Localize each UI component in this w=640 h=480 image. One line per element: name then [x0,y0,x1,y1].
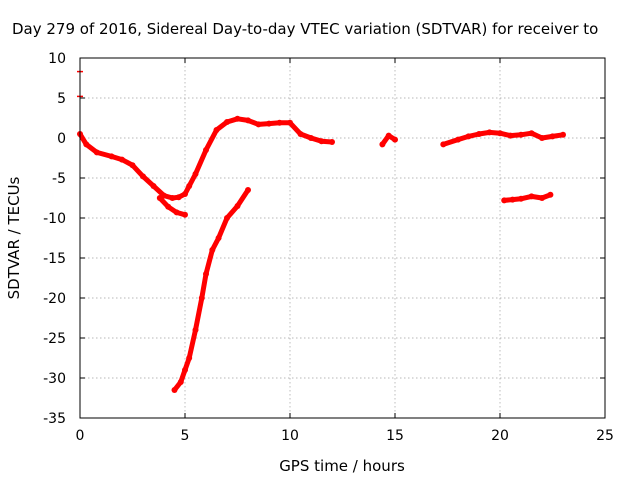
data-point [528,193,535,200]
data-point [507,132,514,139]
grid [80,58,605,418]
data-point [549,133,556,140]
x-tick-label: 25 [596,428,614,444]
series-track-4 [379,132,398,148]
data-point [518,131,524,138]
data-point [539,135,545,141]
y-tick-label: -35 [43,411,66,427]
data-point [329,139,335,145]
y-tick-label: -10 [43,211,66,227]
data-point [392,136,398,143]
y-tick-label: -25 [43,331,66,347]
data-point [266,120,272,127]
x-tick-label: 20 [491,428,509,444]
data-point [140,173,146,180]
data-point [156,195,163,201]
x-tick-label: 10 [281,428,299,444]
data-point [224,215,230,221]
data-point [287,119,293,126]
data-point [297,131,304,137]
data-point [318,138,325,145]
data-point [234,115,241,122]
chart-title: Day 279 of 2016, Sidereal Day-to-day VTE… [12,20,598,38]
series-track-6 [501,191,554,204]
data-point [509,196,516,203]
y-tick-label: 0 [57,131,66,147]
data-point [539,195,545,201]
data-point [175,194,182,201]
y-tick-label: -15 [43,251,66,267]
data-point [245,117,251,124]
data-point [308,135,314,141]
data-point [165,203,172,210]
y-tick-label: -20 [43,291,66,307]
data-point [560,131,566,138]
x-tick-label: 0 [76,428,85,444]
data-point [173,209,180,216]
data-point [497,130,503,137]
x-axis-label: GPS time / hours [279,457,405,475]
series-line [157,195,188,218]
data-point [129,162,136,169]
y-tick-label: 10 [48,51,66,67]
data-point [209,247,216,253]
data-point [455,136,461,143]
data-point [169,195,176,201]
series-track-3 [171,187,251,393]
data-point [177,379,184,385]
data-point [547,191,554,198]
data-point [501,197,508,204]
data-point [213,127,220,133]
y-tick-label: 5 [57,91,66,107]
data-series [77,70,566,393]
data-point [182,367,188,373]
data-point [215,235,222,241]
x-tick-label: 5 [181,428,190,444]
series-line [172,187,251,393]
data-point [528,130,535,137]
y-axis-label: SDTVAR / TECUs [5,176,23,299]
data-point [198,295,205,301]
data-point [224,119,230,125]
data-point [476,131,482,137]
data-point [276,119,283,126]
data-point [245,187,251,193]
y-tick-label: -30 [43,371,66,387]
data-point [119,156,125,163]
data-point [83,141,90,148]
data-point [192,171,199,177]
data-point [192,327,199,333]
data-point [182,191,188,197]
series-track-1 [77,115,335,201]
data-point [182,211,188,218]
data-point [440,141,447,148]
data-point [150,183,157,189]
series-track-2 [156,195,188,218]
data-point [385,132,392,139]
data-point [379,141,386,148]
data-point [93,149,100,156]
data-point [108,153,115,160]
data-point [203,147,209,153]
plot-frame [79,57,606,419]
data-point [203,271,209,277]
data-point [465,133,472,140]
axis-ticks: 0 5 10 15 20 25 10 5 0 -5 -10 -15 -20 -25 -30 -35 [43,51,614,444]
series-line [440,129,566,147]
series-line [77,116,335,201]
data-point [486,129,493,136]
data-point [518,195,524,202]
series-track-5 [440,129,566,148]
x-tick-label: 15 [386,428,404,444]
y-tick-label: -5 [52,171,66,187]
data-point [255,121,262,128]
data-point [171,387,178,393]
data-point [186,183,193,189]
data-point [234,203,241,209]
data-point [186,355,193,361]
